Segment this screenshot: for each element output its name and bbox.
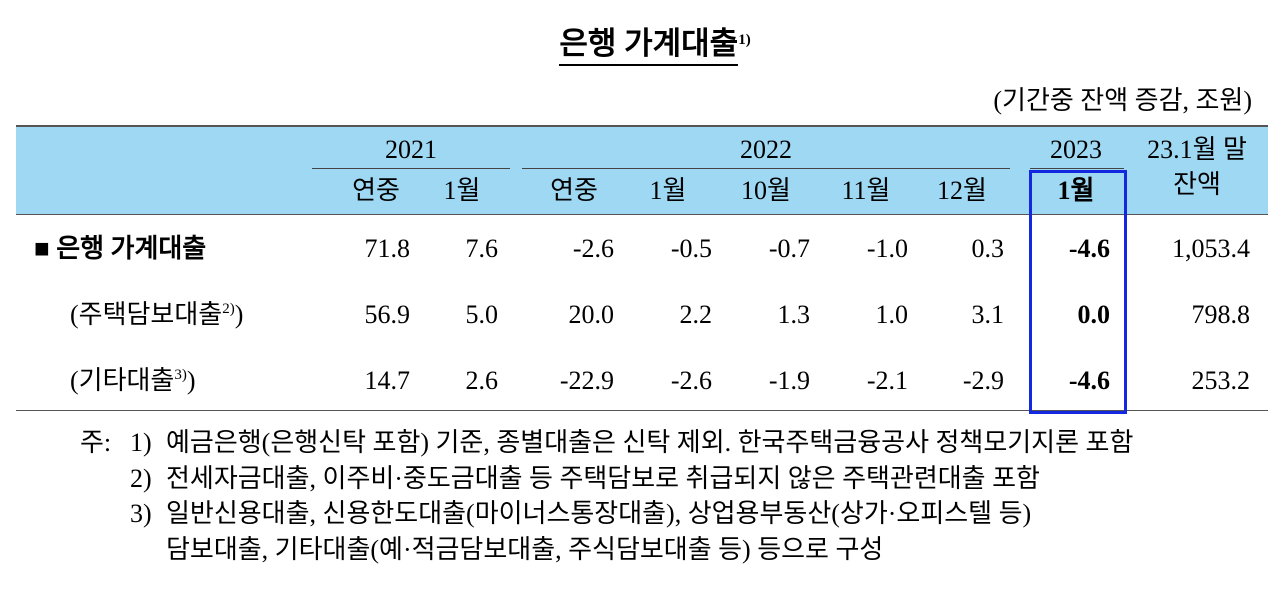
balance-header: 23.1월 말 [1147, 135, 1247, 164]
cell: 20.0 [568, 300, 615, 329]
cell: 71.8 [364, 234, 411, 263]
note-text: 담보대출, 기타대출(예·적금담보대출, 주식담보대출 등) 등으로 구성 [166, 534, 884, 564]
row-label: (기타대출3)) [70, 368, 196, 394]
year-header: 2022 [740, 135, 792, 164]
cell: 1,053.4 [1172, 234, 1250, 263]
cell: -2.9 [962, 366, 1004, 395]
rule [522, 168, 1010, 169]
rule [16, 410, 1268, 411]
note-marker: 2) [130, 463, 152, 493]
cell: -0.7 [768, 234, 810, 263]
row-label: (주택담보대출2)) [70, 302, 243, 328]
cell: 1.3 [777, 300, 811, 329]
year-header: 2021 [385, 135, 437, 164]
cell: -4.6 [1068, 366, 1110, 395]
row-label: ■ 은행 가계대출 [34, 236, 206, 262]
note-marker: 1) [130, 428, 152, 457]
sub-header: 11월 [841, 176, 891, 205]
row-label-text: (기타대출 [70, 366, 175, 395]
row-label-suffix: ) [186, 366, 196, 395]
row-label-text: ■ 은행 가계대출 [34, 234, 207, 263]
cell: 3.1 [971, 300, 1005, 329]
cell: 798.8 [1191, 300, 1251, 329]
cell: 56.9 [364, 300, 411, 329]
cell: -2.1 [866, 366, 908, 395]
rule [1030, 168, 1124, 169]
sub-header: 10월 [741, 176, 791, 205]
row-label-sup: 3) [174, 367, 187, 383]
note-text: 일반신용대출, 신용한도대출(마이너스통장대출), 상업용부동산(상가·오피스텔… [166, 499, 1032, 528]
cell: -2.6 [670, 366, 712, 395]
sub-header: 연중 [550, 176, 598, 205]
cell: 14.7 [364, 366, 411, 395]
sub-header: 1월 [1057, 176, 1095, 205]
notes-prefix: 주: [80, 428, 112, 457]
row-label-sup: 2) [222, 301, 235, 317]
cell: -0.5 [670, 234, 712, 263]
sub-header: 12월 [937, 176, 987, 205]
sub-header: 연중 [352, 176, 400, 205]
rule [312, 168, 510, 169]
cell: 5.0 [465, 300, 499, 329]
note-text: 예금은행(은행신탁 포함) 기준, 종별대출은 신탁 제외. 한국주택금융공사 … [166, 428, 1134, 457]
cell: -2.6 [572, 234, 614, 263]
cell: 7.6 [465, 234, 499, 263]
title-sup: 1) [738, 32, 751, 48]
cell: 0.0 [1077, 300, 1111, 329]
balance-header: 잔액 [1173, 170, 1221, 199]
cell: 253.2 [1191, 366, 1251, 395]
sub-header: 1월 [443, 176, 481, 205]
unit: (기간중 잔액 증감, 조원) [993, 86, 1252, 115]
cell: 1.0 [875, 300, 909, 329]
cell: 0.3 [971, 234, 1005, 263]
cell: -1.0 [866, 234, 908, 263]
cell: -22.9 [559, 366, 614, 395]
sub-header: 1월 [649, 176, 687, 205]
cell: 2.6 [465, 366, 499, 395]
year-header: 2023 [1050, 135, 1102, 164]
cell: -1.9 [768, 366, 810, 395]
title: 은행 가계대출1) [0, 26, 1280, 66]
highlight-box [1029, 170, 1127, 414]
cell: -4.6 [1068, 234, 1110, 263]
row-label-suffix: ) [234, 300, 244, 329]
row-label-text: (주택담보대출 [70, 300, 223, 329]
title-text: 은행 가계대출 [559, 26, 739, 66]
note-text: 전세자금대출, 이주비·중도금대출 등 주택담보로 취급되지 않은 주택관련대출… [166, 463, 1040, 493]
cell: 2.2 [679, 300, 713, 329]
note-marker: 3) [130, 499, 152, 528]
